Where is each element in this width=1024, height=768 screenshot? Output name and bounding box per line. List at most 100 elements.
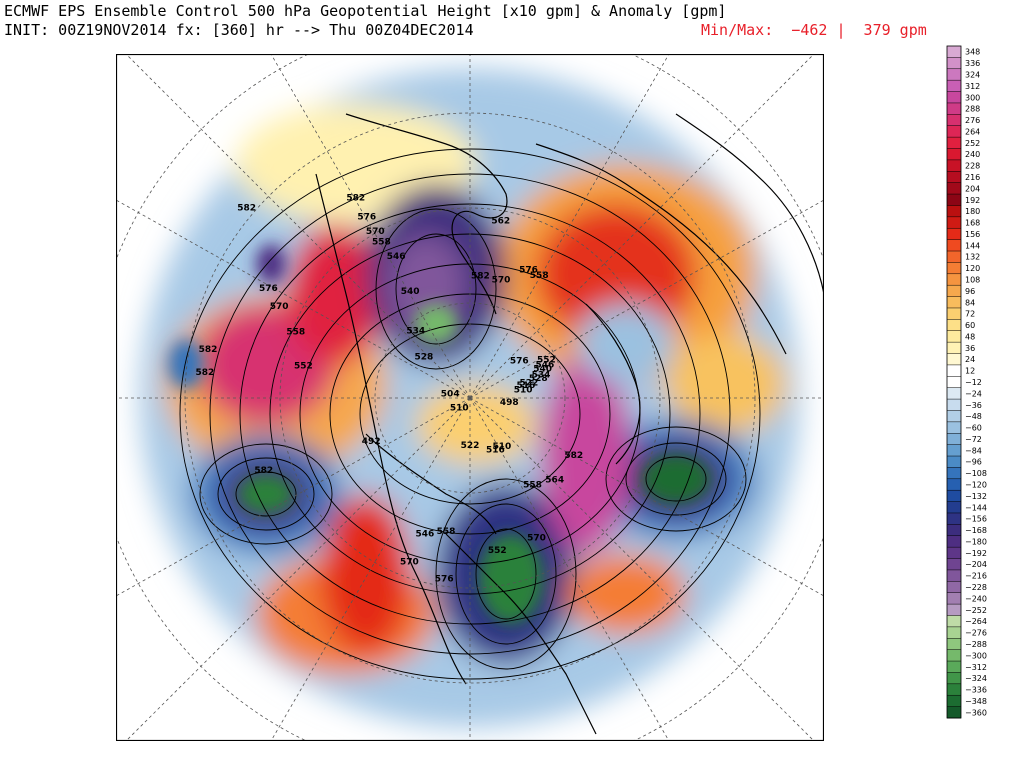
- map-frame: [116, 54, 824, 741]
- colorbar-label: 276: [965, 116, 980, 125]
- colorbar-label: 228: [965, 162, 980, 171]
- chart-title: ECMWF EPS Ensemble Control 500 hPa Geopo…: [4, 2, 726, 40]
- contour-label: 558: [523, 480, 542, 490]
- colorbar-swatch: [947, 387, 961, 400]
- colorbar-swatch: [947, 353, 961, 366]
- colorbar-swatch: [947, 171, 961, 184]
- contour-label: 562: [491, 217, 510, 227]
- colorbar-label: −288: [965, 640, 987, 649]
- contour-label: 582: [196, 368, 215, 378]
- colorbar-label: −240: [965, 594, 987, 603]
- meridian: [116, 397, 471, 597]
- colorbar-swatch: [947, 478, 961, 491]
- meridian: [469, 54, 670, 399]
- colorbar-swatch: [947, 376, 961, 389]
- colorbar-swatch: [947, 433, 961, 446]
- colorbar-label: −132: [965, 492, 987, 501]
- contour-label: 516: [517, 381, 536, 391]
- colorbar-label: 336: [965, 59, 980, 68]
- colorbar-swatch: [947, 159, 961, 172]
- colorbar-label: 180: [965, 207, 980, 216]
- colorbar-swatch: [947, 125, 961, 138]
- colorbar-swatch: [947, 46, 961, 58]
- colorbar-label: −216: [965, 572, 987, 581]
- meridian: [270, 397, 471, 741]
- colorbar-label: −264: [965, 617, 987, 626]
- colorbar-swatch: [947, 512, 961, 525]
- anomaly-ridge-alaska: [286, 224, 386, 364]
- colorbar-label: −300: [965, 651, 987, 660]
- meridian: [469, 397, 824, 597]
- anomaly-low-arctic: [414, 304, 458, 344]
- contour-label: 576: [259, 284, 278, 294]
- colorbar: 348 336 324 312 300 288 276 264 252 240 228 216 204 1…: [946, 45, 987, 719]
- colorbar-swatch: [947, 649, 961, 662]
- colorbar-swatch: [947, 251, 961, 263]
- contour-label: 576: [510, 357, 529, 367]
- height-contour: [625, 442, 727, 516]
- anomaly-ridge-pole: [416, 384, 536, 464]
- contour-label: 576: [435, 575, 454, 585]
- contour-label: 582: [471, 272, 490, 282]
- anomaly-ridge-atlantic-south: [566, 554, 686, 634]
- colorbar-swatch: [947, 307, 961, 320]
- colorbar-label: −360: [965, 708, 987, 717]
- colorbar-label: 84: [965, 298, 975, 307]
- height-contour: [605, 426, 747, 532]
- colorbar-swatch: [947, 501, 961, 514]
- meridian: [125, 397, 471, 741]
- height-contour: [235, 471, 297, 517]
- colorbar-label: 204: [965, 184, 980, 193]
- colorbar-label: −192: [965, 549, 987, 558]
- anomaly-ridge-east: [666, 334, 786, 434]
- colorbar-swatch: [947, 456, 961, 468]
- colorbar-label: −144: [965, 503, 987, 512]
- colorbar-swatch: [947, 683, 961, 696]
- colorbar-swatch: [947, 216, 961, 229]
- height-contour: [375, 208, 497, 370]
- colorbar-swatch: [947, 330, 961, 343]
- anomaly-low-northwest: [256, 244, 286, 284]
- contour-label: 582: [237, 204, 256, 214]
- colorbar-swatch: [947, 558, 961, 571]
- colorbar-swatch: [947, 581, 961, 594]
- colorbar-swatch: [947, 410, 961, 423]
- colorbar-label: −276: [965, 629, 987, 638]
- contour-label: 516: [486, 446, 505, 456]
- colorbar-swatch: [947, 114, 961, 127]
- coastlines: [315, 113, 824, 735]
- meridian: [469, 199, 824, 399]
- colorbar-swatch: [947, 535, 961, 548]
- colorbar-label: 324: [965, 70, 980, 79]
- contour-label: 552: [294, 362, 313, 372]
- colorbar-label: 48: [965, 332, 975, 341]
- contour-label: 558: [530, 271, 549, 281]
- colorbar-swatch: [947, 57, 961, 70]
- colorbar-label: −252: [965, 606, 987, 615]
- colorbar-swatch: [947, 364, 961, 377]
- colorbar-swatch: [947, 80, 961, 92]
- colorbar-label: 300: [965, 93, 980, 102]
- colorbar-label: −36: [965, 401, 982, 410]
- contour-label: 540: [401, 287, 420, 297]
- contour-label: 570: [270, 302, 289, 312]
- contour-label: 558: [372, 238, 391, 248]
- colorbar-label: −72: [965, 435, 982, 444]
- anomaly-ridge-west: [321, 494, 411, 654]
- colorbar-label: 12: [965, 367, 975, 376]
- colorbar-swatch: [947, 194, 961, 206]
- contour-label: 582: [254, 466, 273, 476]
- contour-label: 552: [537, 355, 556, 365]
- colorbar-swatch: [947, 273, 961, 286]
- colorbar-label: 312: [965, 82, 980, 91]
- contour-label: 570: [492, 275, 511, 285]
- colorbar-label: 252: [965, 139, 980, 148]
- colorbar-swatch: [947, 68, 961, 81]
- height-contour: [475, 528, 537, 620]
- meridian: [469, 397, 815, 741]
- colorbar-swatch: [947, 228, 961, 241]
- contour-label: 492: [362, 437, 381, 447]
- colorbar-swatch: [947, 706, 961, 719]
- contour-label: 564: [545, 476, 564, 486]
- colorbar-label: −156: [965, 515, 987, 524]
